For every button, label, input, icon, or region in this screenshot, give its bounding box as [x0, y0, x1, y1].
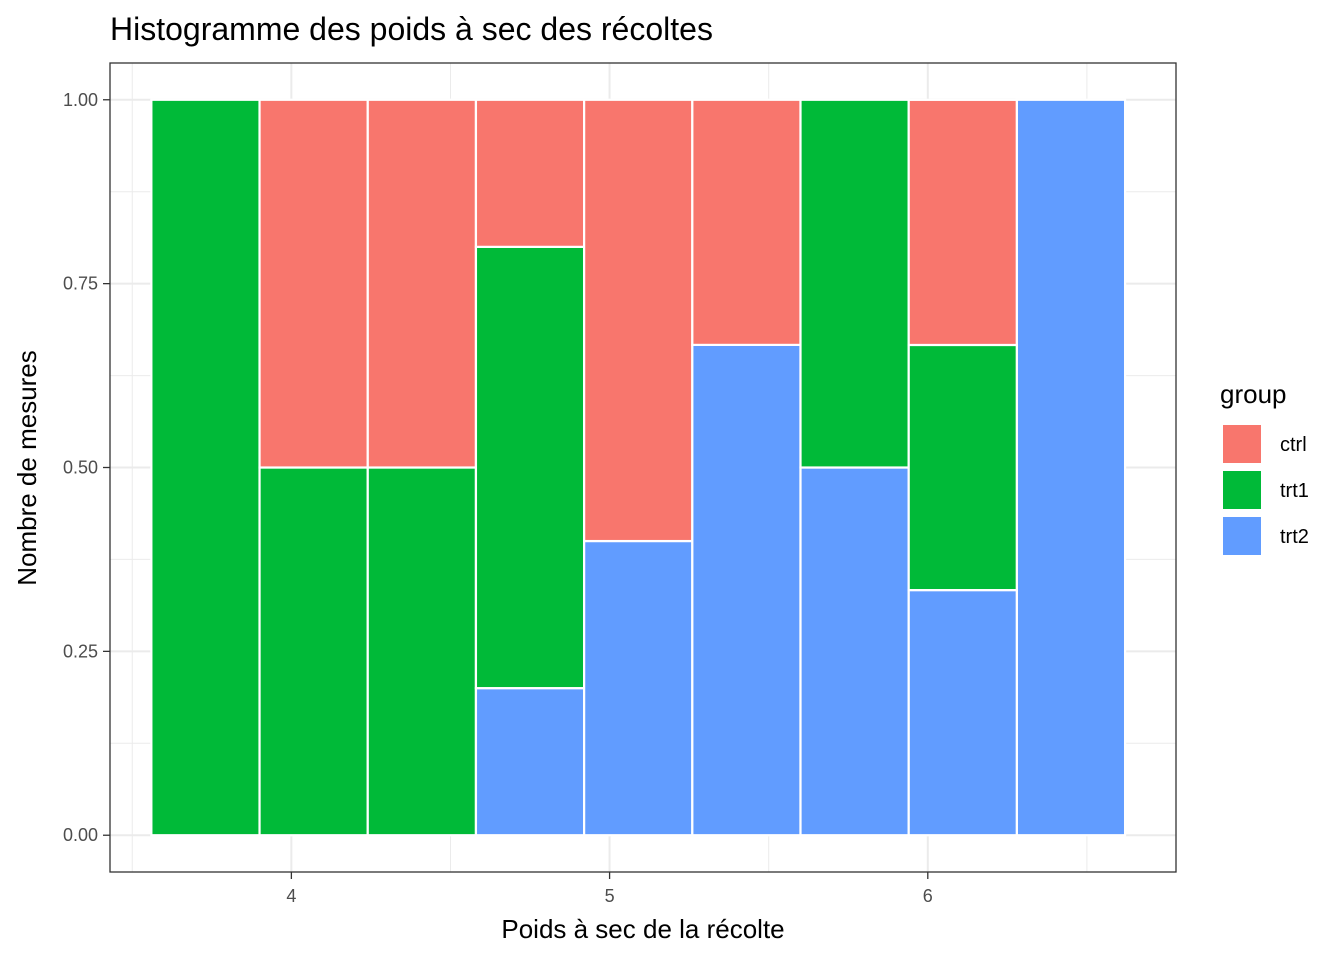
legend-key-trt1 — [1221, 469, 1263, 511]
bar-ctrl-bin-3 — [366, 98, 478, 469]
bar-trt2-bin-9 — [1015, 98, 1127, 837]
legend-key-ctrl — [1221, 423, 1263, 465]
legend-title: group — [1220, 379, 1287, 409]
y-tick-label: 0.00 — [63, 825, 98, 845]
bar-trt2-bin-8 — [907, 589, 1018, 837]
y-tick-label: 0.50 — [63, 458, 98, 478]
x-axis: 4 5 6 — [286, 872, 933, 906]
legend-label-trt1: trt1 — [1280, 480, 1309, 502]
x-tick-label: 6 — [923, 886, 933, 906]
bar-ctrl-bin-5 — [583, 98, 694, 543]
y-axis: 0.00 0.25 0.50 0.75 1.00 — [63, 90, 110, 845]
y-tick-label: 0.25 — [63, 641, 98, 661]
legend: group ctrl trt1 trt2 — [1220, 379, 1309, 557]
bar-trt2-bin-6 — [691, 343, 802, 837]
bar-trt1-bin-7 — [799, 98, 910, 469]
bar-trt1-bin-1 — [150, 98, 261, 837]
stacked-bars — [150, 98, 1127, 837]
bar-trt1-bin-8 — [907, 343, 1018, 592]
legend-label-ctrl: ctrl — [1280, 434, 1307, 456]
bar-trt1-bin-2 — [258, 466, 369, 837]
bar-ctrl-bin-8 — [907, 98, 1018, 347]
bar-trt1-bin-3 — [366, 466, 478, 837]
bar-trt2-bin-7 — [799, 466, 910, 837]
x-tick-label: 5 — [605, 886, 615, 906]
bar-ctrl-bin-4 — [474, 98, 586, 248]
bar-trt2-bin-4 — [474, 687, 586, 837]
y-axis-title: Nombre de mesures — [12, 350, 42, 586]
y-tick-label: 1.00 — [63, 90, 98, 110]
x-tick-label: 4 — [286, 886, 296, 906]
x-axis-title: Poids à sec de la récolte — [501, 914, 784, 944]
y-tick-label: 0.75 — [63, 274, 98, 294]
legend-key-trt2 — [1221, 515, 1263, 557]
bar-ctrl-bin-2 — [258, 98, 369, 469]
legend-label-trt2: trt2 — [1280, 526, 1309, 548]
bar-trt1-bin-4 — [474, 245, 586, 690]
chart-title: Histogramme des poids à sec des récoltes — [110, 11, 713, 47]
bar-ctrl-bin-6 — [691, 98, 802, 346]
bar-trt2-bin-5 — [583, 539, 694, 837]
